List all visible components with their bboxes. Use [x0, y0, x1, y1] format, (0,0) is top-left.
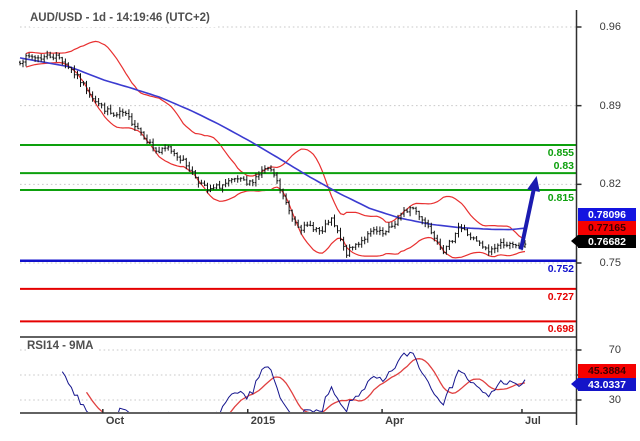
chart-title: AUD/USD - 1d - 14:19:46 (UTC+2) — [30, 12, 216, 27]
rsi-line — [61, 351, 526, 412]
price-axis-tick-label: 0.96 — [599, 21, 621, 33]
level-price-label: 0.752 — [547, 262, 574, 275]
level-price-label: 0.855 — [547, 146, 574, 159]
rsi-lines — [61, 351, 526, 412]
moving-average-blue — [19, 57, 526, 231]
price-axis-tick-label: 0.89 — [599, 99, 621, 112]
candlestick-series — [19, 50, 527, 258]
rsi-axis-tick-label: 70 — [608, 344, 621, 356]
price-tag-last: 0.76682 — [571, 234, 636, 248]
price-axis-tick-label: 0.75 — [599, 256, 621, 269]
level-price-label: 0.727 — [547, 290, 574, 303]
rsi-tag-ma: 45.3884 — [578, 364, 636, 378]
level-price-label: 0.698 — [547, 323, 574, 336]
horizontal-levels — [20, 143, 577, 323]
price-tag-ma: 0.78096 — [578, 207, 636, 221]
price-axis-tick-label: 0.82 — [599, 178, 621, 191]
rsi-axis-tick-label: 30 — [608, 394, 621, 406]
rsi-panel-label: RSI14 - 9MA — [27, 340, 100, 355]
gridlines — [20, 26, 577, 401]
time-axis-label: Apr — [385, 415, 405, 427]
time-axis-label: Oct — [105, 415, 125, 427]
tag-pointer-icon — [571, 377, 578, 390]
time-axis-label: 2015 — [250, 415, 276, 427]
axes — [20, 10, 582, 425]
rsi-tag-last: 43.0337 — [571, 377, 636, 391]
trend-arrow-annotation[interactable] — [519, 176, 540, 250]
tag-pointer-icon — [571, 234, 578, 247]
level-price-label: 0.83 — [553, 160, 574, 173]
time-axis-label: Jul — [524, 415, 541, 427]
level-price-label: 0.815 — [547, 191, 574, 204]
price-tag-band: 0.77165 — [578, 221, 636, 235]
rsi-ma-line — [85, 358, 526, 412]
bollinger-bands — [25, 40, 526, 259]
